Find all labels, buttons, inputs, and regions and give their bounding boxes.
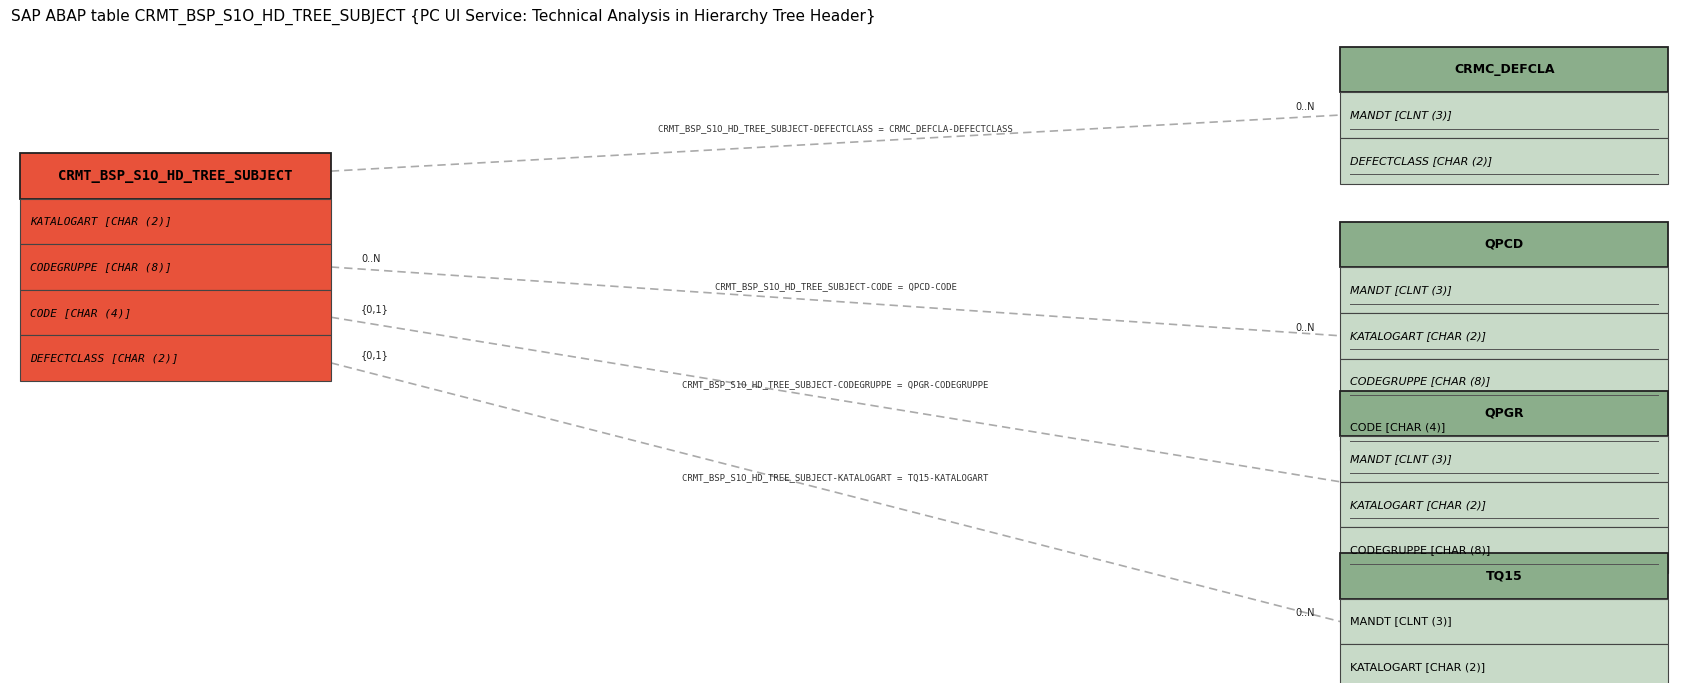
Text: KATALOGART [CHAR (2)]: KATALOGART [CHAR (2)] (1350, 663, 1485, 672)
FancyBboxPatch shape (1340, 313, 1668, 359)
Text: CRMT_BSP_S1O_HD_TREE_SUBJECT: CRMT_BSP_S1O_HD_TREE_SUBJECT (57, 169, 292, 182)
FancyBboxPatch shape (1340, 436, 1668, 482)
Text: 0..N: 0..N (1296, 102, 1315, 112)
Text: MANDT [CLNT (3)]: MANDT [CLNT (3)] (1350, 110, 1452, 120)
Text: 0..N: 0..N (361, 254, 380, 264)
FancyBboxPatch shape (20, 245, 331, 290)
Text: CRMC_DEFCLA: CRMC_DEFCLA (1453, 63, 1555, 76)
Text: QPGR: QPGR (1484, 407, 1524, 420)
Text: KATALOGART [CHAR (2)]: KATALOGART [CHAR (2)] (30, 217, 172, 226)
Text: {0,1}: {0,1} (361, 350, 388, 360)
FancyBboxPatch shape (1340, 404, 1668, 450)
FancyBboxPatch shape (1340, 527, 1668, 573)
Text: 0..N: 0..N (1296, 609, 1315, 619)
Text: CODE [CHAR (4)]: CODE [CHAR (4)] (30, 307, 132, 318)
FancyBboxPatch shape (1340, 267, 1668, 313)
FancyBboxPatch shape (20, 290, 331, 335)
FancyBboxPatch shape (20, 153, 331, 199)
FancyBboxPatch shape (1340, 222, 1668, 267)
FancyBboxPatch shape (1340, 92, 1668, 138)
Text: MANDT [CLNT (3)]: MANDT [CLNT (3)] (1350, 617, 1452, 626)
FancyBboxPatch shape (1340, 359, 1668, 404)
Text: KATALOGART [CHAR (2)]: KATALOGART [CHAR (2)] (1350, 331, 1487, 341)
FancyBboxPatch shape (1340, 645, 1668, 683)
Text: MANDT [CLNT (3)]: MANDT [CLNT (3)] (1350, 285, 1452, 295)
Text: DEFECTCLASS [CHAR (2)]: DEFECTCLASS [CHAR (2)] (1350, 156, 1492, 166)
Text: CRMT_BSP_S1O_HD_TREE_SUBJECT-DEFECTCLASS = CRMC_DEFCLA-DEFECTCLASS: CRMT_BSP_S1O_HD_TREE_SUBJECT-DEFECTCLASS… (658, 124, 1013, 133)
FancyBboxPatch shape (1340, 138, 1668, 184)
Text: KATALOGART [CHAR (2)]: KATALOGART [CHAR (2)] (1350, 500, 1487, 510)
Text: {0,1}: {0,1} (361, 304, 388, 314)
FancyBboxPatch shape (1340, 46, 1668, 92)
Text: CODEGRUPPE [CHAR (8)]: CODEGRUPPE [CHAR (8)] (1350, 545, 1491, 555)
Text: CRMT_BSP_S1O_HD_TREE_SUBJECT-CODEGRUPPE = QPGR-CODEGRUPPE: CRMT_BSP_S1O_HD_TREE_SUBJECT-CODEGRUPPE … (682, 380, 989, 389)
Text: 0..N: 0..N (1296, 322, 1315, 333)
Text: CODE [CHAR (4)]: CODE [CHAR (4)] (1350, 422, 1445, 432)
Text: QPCD: QPCD (1485, 238, 1524, 251)
Text: TQ15: TQ15 (1485, 570, 1523, 583)
FancyBboxPatch shape (1340, 391, 1668, 436)
Text: CODEGRUPPE [CHAR (8)]: CODEGRUPPE [CHAR (8)] (1350, 376, 1491, 387)
FancyBboxPatch shape (20, 335, 331, 381)
FancyBboxPatch shape (20, 199, 331, 245)
Text: SAP ABAP table CRMT_BSP_S1O_HD_TREE_SUBJECT {PC UI Service: Technical Analysis i: SAP ABAP table CRMT_BSP_S1O_HD_TREE_SUBJ… (12, 9, 876, 25)
Text: CRMT_BSP_S1O_HD_TREE_SUBJECT-CODE = QPCD-CODE: CRMT_BSP_S1O_HD_TREE_SUBJECT-CODE = QPCD… (714, 282, 957, 292)
FancyBboxPatch shape (1340, 553, 1668, 599)
Text: MANDT [CLNT (3)]: MANDT [CLNT (3)] (1350, 454, 1452, 464)
FancyBboxPatch shape (1340, 599, 1668, 645)
Text: DEFECTCLASS [CHAR (2)]: DEFECTCLASS [CHAR (2)] (30, 353, 179, 363)
Text: CODEGRUPPE [CHAR (8)]: CODEGRUPPE [CHAR (8)] (30, 262, 172, 272)
Text: CRMT_BSP_S1O_HD_TREE_SUBJECT-KATALOGART = TQ15-KATALOGART: CRMT_BSP_S1O_HD_TREE_SUBJECT-KATALOGART … (682, 473, 989, 482)
FancyBboxPatch shape (1340, 482, 1668, 527)
